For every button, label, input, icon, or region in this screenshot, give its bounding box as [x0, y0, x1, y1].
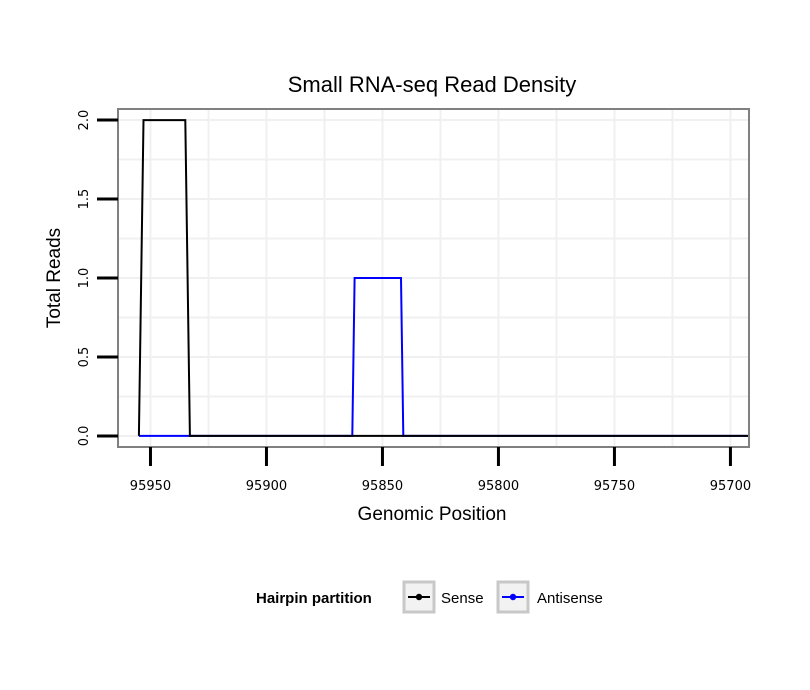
grid — [118, 109, 749, 447]
y-tick-label: 0.0 — [77, 426, 92, 447]
legend-item-antisense: Antisense — [496, 580, 603, 614]
x-tick-label: 95800 — [478, 479, 519, 494]
x-tick-label: 95750 — [594, 479, 635, 494]
legend-title: Hairpin partition — [256, 590, 372, 607]
legend-point-antisense — [509, 593, 517, 601]
x-tick-label: 95900 — [246, 479, 287, 494]
series-line-sense — [137, 119, 749, 437]
y-tick-label: 0.5 — [77, 347, 92, 368]
y-tick-label: 2.0 — [77, 110, 92, 131]
x-axis-title: Genomic Position — [358, 504, 507, 525]
y-axis-title: Total Reads — [44, 228, 65, 328]
x-tick-label: 95850 — [362, 479, 403, 494]
legend-label-antisense: Antisense — [537, 590, 603, 607]
x-tick-label: 95700 — [710, 479, 751, 494]
legend-item-sense: Sense — [402, 580, 484, 614]
legend-label-sense: Sense — [441, 590, 484, 607]
legend: Hairpin partition Sense Antisense — [256, 580, 603, 614]
y-tick-label: 1.5 — [77, 189, 92, 210]
y-axis: 0.0 0.5 1.0 1.5 2.0 — [77, 110, 118, 446]
x-axis: 95950 95900 95850 95800 95750 95700 — [130, 447, 751, 494]
series-layer — [137, 119, 749, 437]
y-tick-label: 1.0 — [77, 268, 92, 289]
legend-point-sense — [415, 593, 423, 601]
x-tick-label: 95950 — [130, 479, 171, 494]
chart-title: Small RNA-seq Read Density — [288, 72, 577, 97]
